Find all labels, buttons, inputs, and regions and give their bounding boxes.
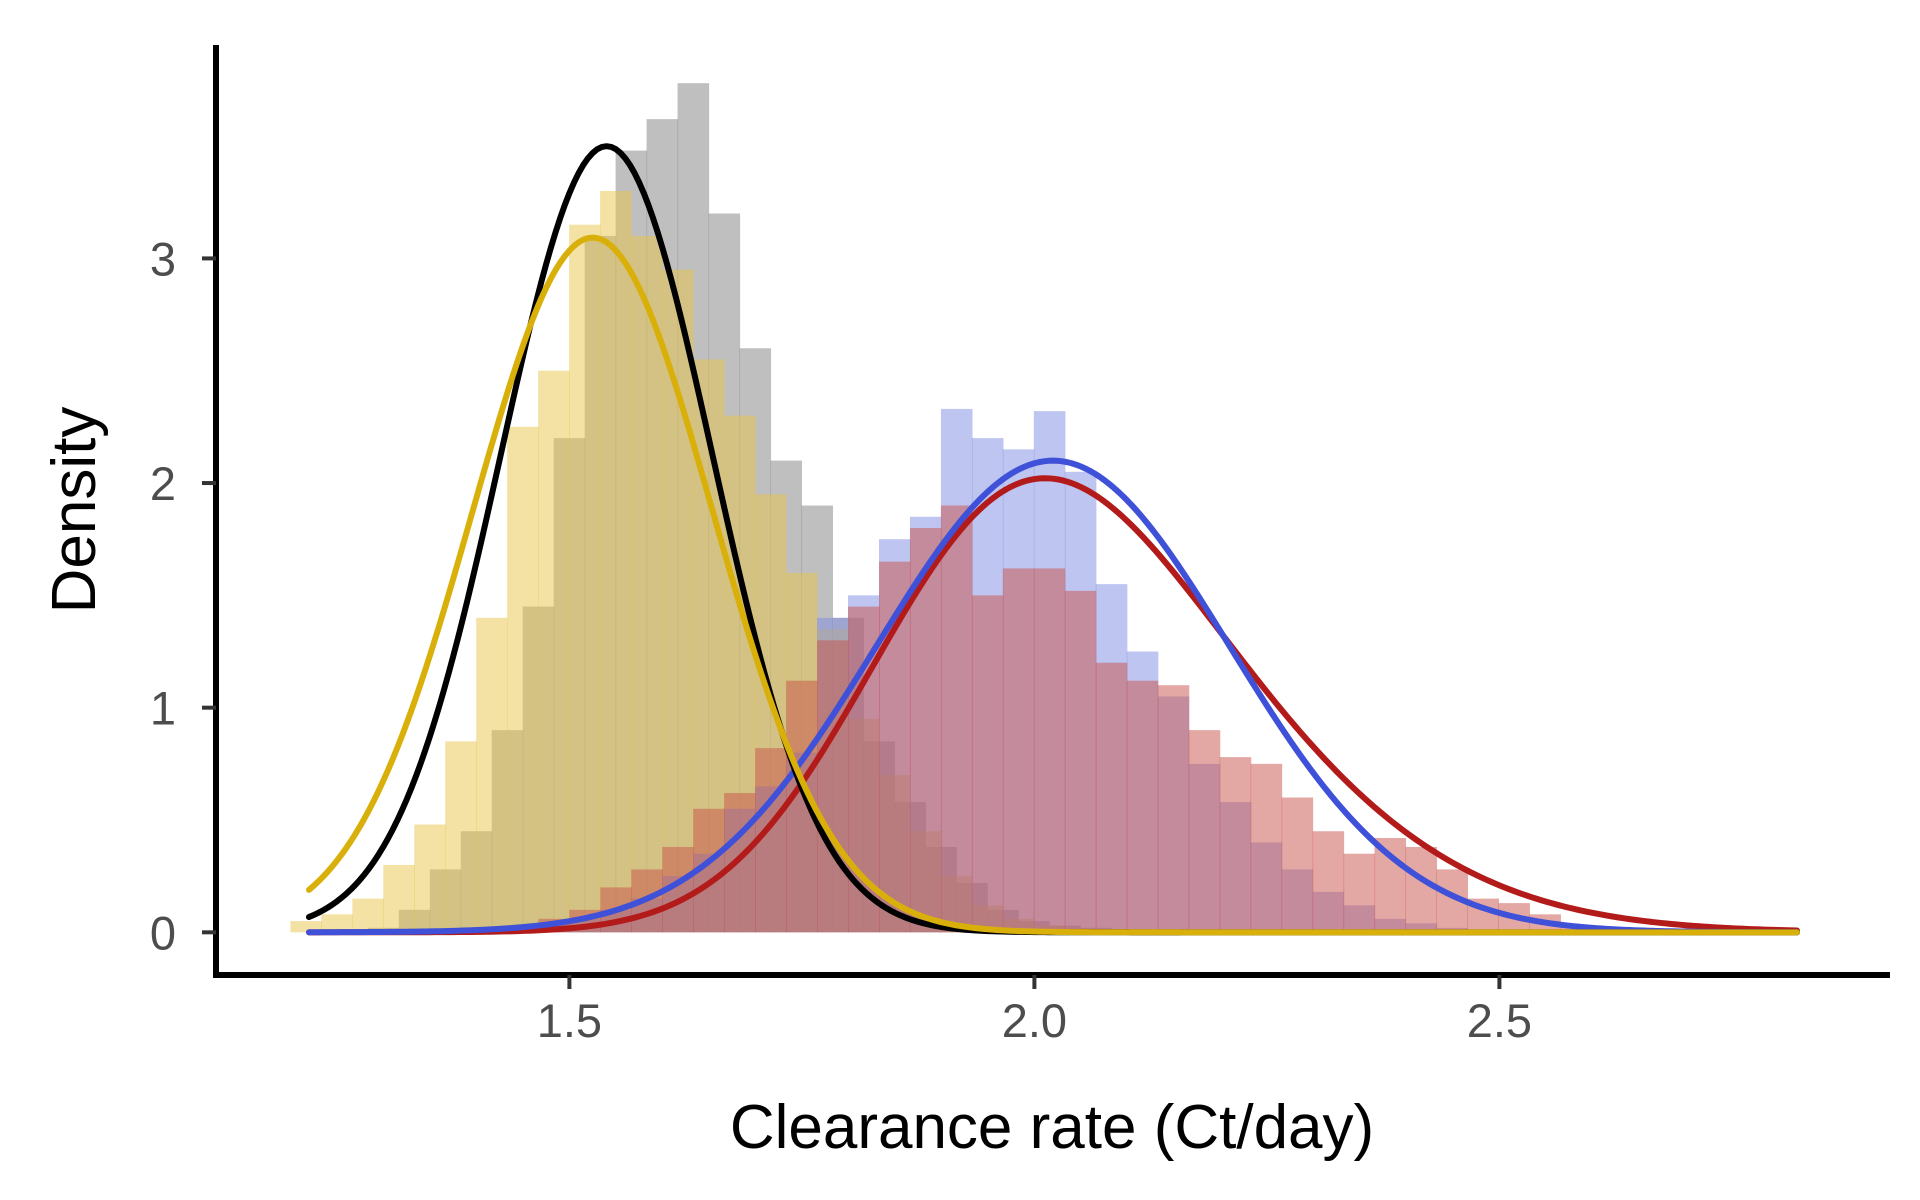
histogram-bar-series-4 <box>1188 730 1221 933</box>
histogram-bar-series-2 <box>631 235 663 933</box>
axis-ticks: 1.5 2.0 2.5 0 1 2 3 <box>150 232 1532 1047</box>
histogram-bar-series-2 <box>290 921 322 933</box>
histogram-bar-series-4 <box>1281 797 1314 933</box>
x-tick-label: 1.5 <box>537 994 602 1047</box>
histogram-bars <box>290 83 1716 933</box>
histogram-bar-series-4 <box>1095 662 1128 933</box>
histogram-bar-series-4 <box>940 505 973 933</box>
histogram-bar-series-4 <box>1219 757 1252 933</box>
histogram-bar-series-2 <box>538 370 570 933</box>
histogram-bar-series-4 <box>1343 853 1376 933</box>
histogram-bar-series-2 <box>321 914 353 933</box>
histogram-bar-series-4 <box>1064 590 1097 933</box>
y-axis-title: Density <box>40 407 109 614</box>
histogram-bar-series-4 <box>817 640 849 933</box>
histogram-bar-series-4 <box>1157 685 1190 933</box>
density-curve-series-2 <box>306 234 1800 936</box>
histogram-bar-series-4 <box>1033 568 1066 933</box>
histogram-bar-series-4 <box>1126 680 1159 933</box>
histogram-bar-series-2 <box>569 224 601 933</box>
histogram-bar-series-2 <box>352 898 384 933</box>
density-curves <box>306 143 1800 936</box>
histogram-bar-series-2 <box>662 269 694 933</box>
histogram-bar-series-2 <box>507 426 539 933</box>
y-tick-label: 0 <box>150 906 176 959</box>
histogram-bar-series-4 <box>1002 568 1035 933</box>
histogram-bar-series-2 <box>414 824 446 933</box>
histogram-bar-series-2 <box>476 617 508 933</box>
y-tick-label: 3 <box>150 232 176 285</box>
x-tick-label: 2.5 <box>1467 994 1532 1047</box>
histogram-bar-series-4 <box>971 595 1004 933</box>
y-tick-label: 1 <box>150 682 176 735</box>
histogram-bar-series-4 <box>724 793 756 933</box>
x-axis-title: Clearance rate (Ct/day) <box>730 1093 1374 1162</box>
histogram-bar-series-4 <box>1250 763 1283 933</box>
histogram-bar-series-2 <box>445 741 477 933</box>
axes <box>213 45 1890 978</box>
histogram-bar-series-4 <box>1312 831 1345 933</box>
y-tick-label: 2 <box>150 457 176 510</box>
density-curve-series-4 <box>306 475 1800 936</box>
density-curve-series-3 <box>306 457 1800 936</box>
histogram-bar-series-2 <box>383 864 415 933</box>
histogram-bar-series-2 <box>600 191 632 933</box>
x-tick-label: 2.0 <box>1002 994 1067 1047</box>
histogram-bar-series-4 <box>1405 846 1438 933</box>
